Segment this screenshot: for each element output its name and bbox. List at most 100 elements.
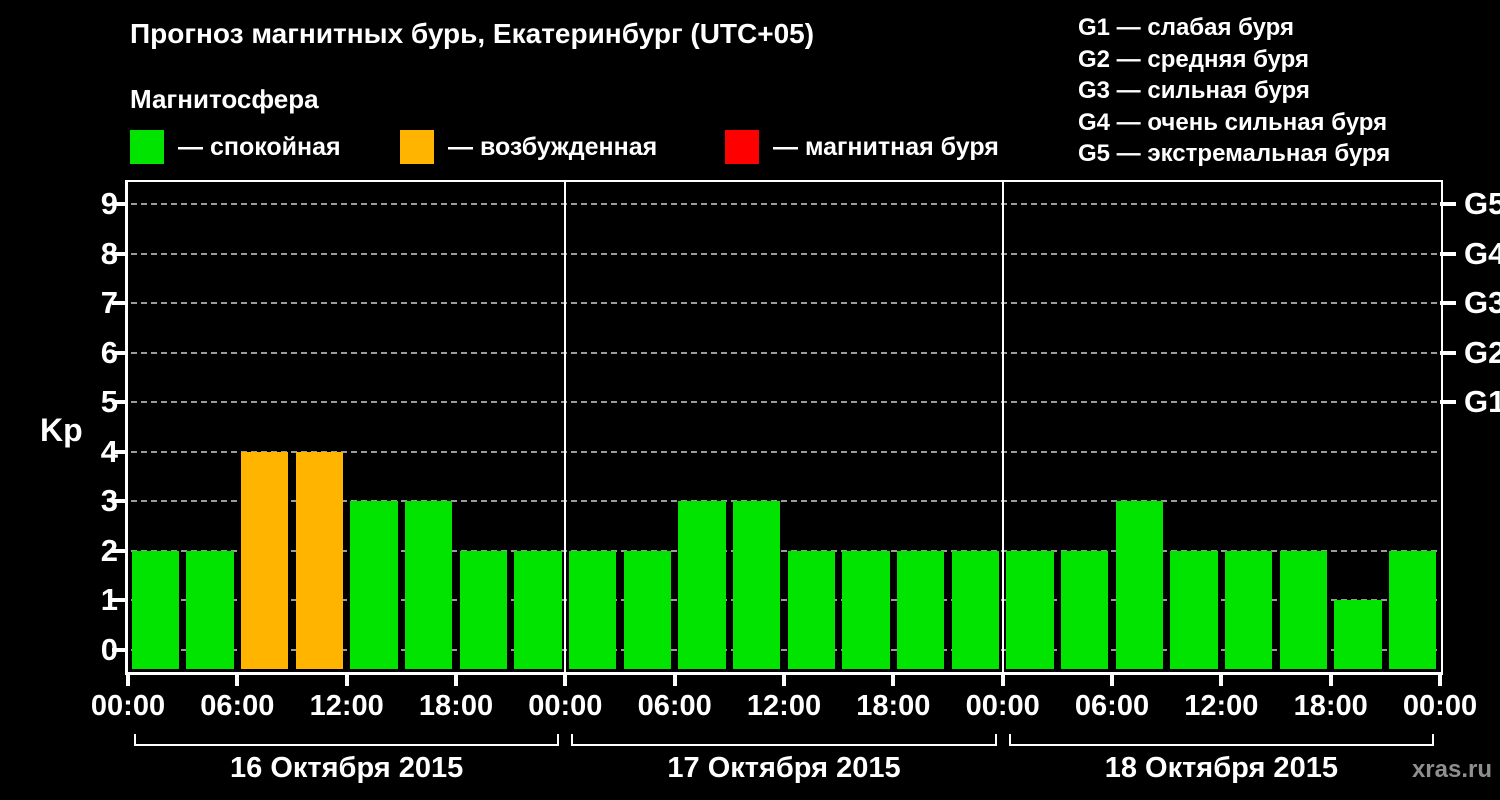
y-axis-tick bbox=[112, 647, 128, 652]
y-axis-tick bbox=[112, 400, 128, 405]
g-legend-line-4: G4 — очень сильная буря bbox=[1078, 108, 1388, 136]
date-label: 16 Октября 2015 bbox=[230, 752, 464, 784]
g-legend-line-1: G1 — слабая буря bbox=[1078, 14, 1295, 41]
x-tick-label: 06:00 bbox=[1074, 690, 1150, 722]
g-axis-label: G2 bbox=[1464, 334, 1500, 370]
date-bracket-tick bbox=[134, 734, 136, 746]
y-tick-label: 5 bbox=[100, 384, 118, 420]
right-axis-tick bbox=[1440, 202, 1456, 207]
x-axis-tick bbox=[344, 674, 349, 686]
gridline bbox=[131, 302, 1437, 305]
kp-bar bbox=[1279, 550, 1328, 669]
x-axis-tick bbox=[891, 674, 896, 686]
y-axis-title: Kp bbox=[40, 412, 83, 448]
date-bracket-tick bbox=[994, 734, 997, 746]
kp-bar bbox=[1224, 550, 1273, 669]
date-bracket-line bbox=[134, 744, 560, 746]
g-legend-line-5: G5 — экстремальная буря bbox=[1078, 140, 1391, 167]
x-tick-label: 00:00 bbox=[1402, 690, 1478, 722]
x-axis-tick bbox=[672, 674, 677, 686]
x-tick-label: 18:00 bbox=[418, 690, 494, 722]
y-axis-tick bbox=[112, 548, 128, 553]
gridline bbox=[131, 401, 1437, 404]
legend-item-quiet: — спокойная bbox=[130, 128, 341, 166]
y-tick-label: 6 bbox=[100, 334, 118, 370]
y-axis-tick bbox=[112, 350, 128, 355]
plot-area-border bbox=[125, 180, 1443, 675]
gridline bbox=[131, 351, 1437, 354]
kp-bar bbox=[131, 550, 180, 669]
y-axis-tick bbox=[112, 499, 128, 504]
right-axis-tick bbox=[1440, 301, 1456, 306]
date-bracket-tick bbox=[557, 734, 560, 746]
kp-bar bbox=[732, 501, 781, 669]
x-axis-tick bbox=[1328, 674, 1333, 686]
x-tick-label: 00:00 bbox=[90, 690, 166, 722]
legend-label-storm: — магнитная буря bbox=[773, 133, 999, 161]
y-axis-tick bbox=[112, 598, 128, 603]
right-axis-tick bbox=[1440, 251, 1456, 256]
y-tick-label: 8 bbox=[100, 235, 118, 271]
kp-bar bbox=[1060, 550, 1109, 669]
y-tick-label: 1 bbox=[100, 582, 118, 618]
g-scale-legend: G1 — слабая буря G2 — средняя буря G3 — … bbox=[1078, 12, 1390, 170]
kp-bar bbox=[350, 501, 398, 669]
kp-bar bbox=[514, 550, 562, 669]
x-tick-label: 18:00 bbox=[856, 690, 931, 722]
date-label: 17 Октября 2015 bbox=[667, 752, 901, 784]
g-axis-label: G5 bbox=[1464, 186, 1500, 222]
kp-bar bbox=[842, 550, 890, 669]
x-axis-tick bbox=[1219, 674, 1224, 686]
kp-bar bbox=[951, 550, 1000, 669]
date-bracket-line bbox=[1008, 744, 1434, 746]
x-tick-label: 12:00 bbox=[1184, 690, 1259, 722]
right-axis-tick bbox=[1440, 350, 1456, 355]
g-legend-line-3: G3 — сильная буря bbox=[1078, 77, 1310, 104]
kp-bar bbox=[678, 501, 726, 669]
x-axis-tick bbox=[1438, 674, 1442, 686]
kp-bar bbox=[1334, 600, 1382, 669]
date-label: 18 Октября 2015 bbox=[1104, 752, 1338, 784]
x-tick-label: 12:00 bbox=[746, 690, 822, 722]
g-axis-label: G1 bbox=[1464, 384, 1500, 420]
y-tick-label: 0 bbox=[100, 631, 118, 667]
x-tick-label: 00:00 bbox=[528, 690, 603, 722]
x-axis-tick bbox=[1000, 674, 1005, 686]
date-bracket-line bbox=[571, 744, 997, 746]
kp-bar bbox=[568, 550, 617, 669]
x-tick-label: 06:00 bbox=[637, 690, 712, 722]
right-axis-tick bbox=[1440, 400, 1456, 405]
x-tick-label: 00:00 bbox=[965, 690, 1040, 722]
gridline bbox=[131, 500, 1437, 503]
y-tick-label: 3 bbox=[100, 483, 118, 519]
legend-item-storm: — магнитная буря bbox=[725, 128, 999, 166]
kp-bar bbox=[186, 550, 234, 669]
date-bracket-tick bbox=[1008, 734, 1011, 746]
gridline bbox=[131, 450, 1437, 453]
y-axis-tick bbox=[112, 301, 128, 306]
y-axis-tick bbox=[112, 449, 128, 454]
legend-label-quiet: — спокойная bbox=[178, 133, 341, 161]
y-tick-label: 2 bbox=[100, 532, 118, 568]
g-legend-line-2: G2 — средняя буря bbox=[1078, 45, 1309, 73]
x-axis-tick bbox=[235, 674, 240, 686]
kp-bar bbox=[1388, 550, 1437, 669]
kp-bar bbox=[459, 550, 508, 669]
legend-item-excited: — возбужденная bbox=[400, 128, 657, 166]
gridline bbox=[131, 648, 1437, 651]
watermark: xras.ru bbox=[1411, 756, 1492, 783]
quiet-color-swatch bbox=[130, 130, 164, 164]
kp-bar bbox=[1006, 550, 1054, 669]
kp-bar bbox=[404, 501, 453, 669]
y-axis-tick bbox=[112, 251, 128, 256]
kp-bar bbox=[295, 451, 344, 669]
gridline bbox=[131, 203, 1437, 206]
y-axis-tick bbox=[112, 202, 128, 207]
excited-color-swatch bbox=[400, 130, 434, 164]
g-axis-label: G4 bbox=[1464, 235, 1500, 271]
kp-bar bbox=[1170, 550, 1218, 669]
y-tick-label: 7 bbox=[100, 285, 118, 321]
g-axis-label: G3 bbox=[1464, 285, 1500, 321]
